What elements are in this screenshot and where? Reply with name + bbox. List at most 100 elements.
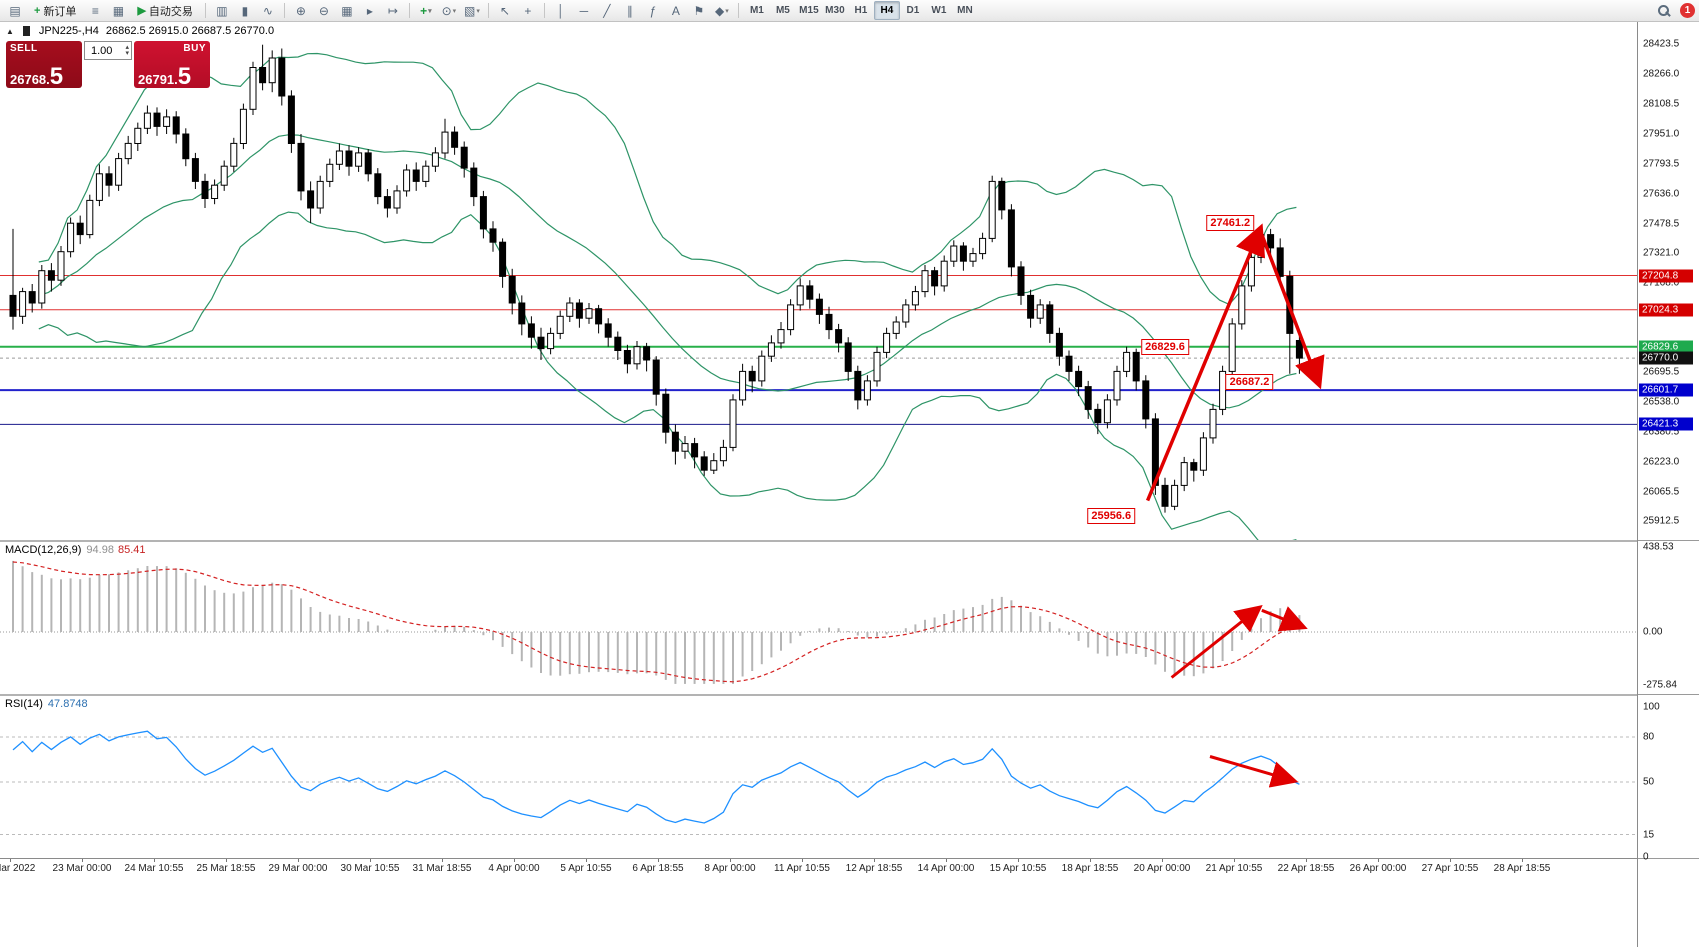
candlestick-chart-icon[interactable]: ▮ bbox=[241, 3, 249, 18]
timeframe-m30[interactable]: M30 bbox=[825, 5, 845, 16]
bar-chart-icon[interactable]: ▥ bbox=[216, 3, 228, 18]
chart-icon bbox=[20, 26, 32, 36]
chart-price-annotation[interactable]: 25956.6 bbox=[1087, 507, 1136, 524]
timeframe-h1[interactable]: H1 bbox=[854, 5, 868, 16]
label-icon[interactable]: ⚑ bbox=[693, 3, 705, 18]
templates-icon[interactable]: ▧ ▾ bbox=[463, 3, 480, 18]
time-axis[interactable]: 1 Mar 2022 23 Mar 00:00 24 Mar 10:55 25 Mar… bbox=[0, 859, 1637, 879]
volume-input[interactable]: 1.00 ▴ ▾ bbox=[84, 41, 132, 60]
macd-axis-label: 438.53 bbox=[1643, 541, 1674, 553]
tile-windows-icon[interactable]: ▦ bbox=[341, 3, 353, 18]
price-axis-label: 28266.0 bbox=[1643, 68, 1680, 80]
notification-badge[interactable]: 1 bbox=[1680, 3, 1695, 18]
time-axis-label: 24 Mar 10:55 bbox=[124, 863, 184, 874]
autotrading-button[interactable]: ▶ 自动交易 bbox=[130, 1, 199, 21]
chart-price-annotation[interactable]: 27461.2 bbox=[1206, 215, 1255, 232]
volume-down-button[interactable]: ▾ bbox=[125, 49, 129, 57]
fibonacci-icon[interactable]: ƒ bbox=[649, 3, 657, 18]
shapes-icon[interactable]: ◆ ▾ bbox=[715, 3, 729, 18]
time-axis-label: 21 Apr 10:55 bbox=[1205, 863, 1263, 874]
price-axis-marker: 27204.8 bbox=[1639, 269, 1693, 283]
time-tick bbox=[586, 859, 587, 862]
chart-price-annotation[interactable]: 26687.2 bbox=[1225, 373, 1274, 390]
chart-shift-icon[interactable]: ↦ bbox=[387, 3, 398, 18]
one-click-toggle-icon[interactable]: ▲ bbox=[6, 26, 14, 36]
candlestick-chart bbox=[0, 44, 1637, 540]
price-chart-panel[interactable]: ▲ JPN225-,H4 26862.5 26915.0 26687.5 267… bbox=[0, 22, 1637, 542]
price-axis-marker: 26421.3 bbox=[1639, 417, 1693, 431]
text-icon[interactable]: A bbox=[671, 3, 680, 18]
price-axis[interactable]: 28423.5 28266.0 28108.5 27951.0 27793.5 27636… bbox=[1637, 22, 1699, 947]
time-axis-label: 27 Apr 10:55 bbox=[1421, 863, 1479, 874]
indicators-icon[interactable]: + ▾ bbox=[420, 3, 432, 18]
time-tick bbox=[802, 859, 803, 862]
chart-window-icon[interactable]: ▤ bbox=[9, 3, 21, 18]
auto-scroll-icon[interactable]: ▸ bbox=[366, 3, 373, 18]
volume-spinner: ▴ ▾ bbox=[125, 43, 129, 57]
line-chart-icon[interactable]: ∿ bbox=[262, 3, 273, 18]
chart-price-annotation[interactable]: 26829.6 bbox=[1141, 338, 1189, 355]
rsi-axis-label: 50 bbox=[1643, 776, 1655, 788]
toolbar-separator bbox=[737, 3, 739, 18]
time-axis-label: 6 Apr 18:55 bbox=[632, 863, 684, 874]
time-tick bbox=[1522, 859, 1523, 862]
new-order-button[interactable]: + 新订单 bbox=[27, 1, 83, 21]
ohlc-values: 26862.5 26915.0 26687.5 26770.0 bbox=[105, 25, 275, 37]
time-tick bbox=[10, 859, 11, 862]
timeframe-h4[interactable]: H4 bbox=[873, 1, 900, 20]
time-axis-label: 12 Apr 18:55 bbox=[845, 863, 903, 874]
time-axis-label: 30 Mar 10:55 bbox=[340, 863, 400, 874]
rsi-axis-label: 100 bbox=[1643, 701, 1660, 713]
time-tick bbox=[1450, 859, 1451, 862]
time-axis-label: 31 Mar 18:55 bbox=[412, 863, 472, 874]
vertical-line-icon[interactable]: │ bbox=[557, 3, 565, 18]
timeframe-buttons: M1 M5 M15 M30 H1 H4 D1 W1 MN bbox=[744, 1, 978, 20]
time-tick bbox=[82, 859, 83, 862]
toolbar-separator bbox=[408, 3, 410, 18]
timeframe-mn[interactable]: MN bbox=[957, 5, 973, 16]
horizontal-line-icon[interactable]: ─ bbox=[579, 3, 589, 18]
timeframe-w1[interactable]: W1 bbox=[931, 5, 947, 16]
data-window-icon[interactable]: ▦ bbox=[112, 3, 125, 18]
market-watch-icon[interactable]: ≡ bbox=[91, 3, 99, 18]
time-tick bbox=[1378, 859, 1379, 862]
price-axis-label: 28423.5 bbox=[1643, 38, 1680, 50]
chart-symbol-ohlc: ▲ JPN225-,H4 26862.5 26915.0 26687.5 267… bbox=[6, 25, 274, 37]
time-axis-label: 15 Apr 10:55 bbox=[989, 863, 1047, 874]
channel-icon[interactable]: ∥ bbox=[626, 3, 633, 18]
timeframe-m1[interactable]: M1 bbox=[749, 5, 764, 16]
macd-panel[interactable]: MACD(12,26,9) 94.98 85.41 bbox=[0, 542, 1637, 696]
timeframe-d1[interactable]: D1 bbox=[906, 5, 920, 16]
time-tick bbox=[874, 859, 875, 862]
macd-chart bbox=[0, 560, 1637, 684]
search-icon[interactable] bbox=[1653, 1, 1675, 21]
timeframe-m15[interactable]: M15 bbox=[799, 5, 819, 16]
trendline-icon[interactable]: ╱ bbox=[603, 3, 611, 18]
price-axis-label: 27168.0 bbox=[1643, 277, 1680, 288]
axis-separator bbox=[1638, 694, 1699, 695]
time-axis-label: 26 Apr 00:00 bbox=[1349, 863, 1407, 874]
buy-button[interactable]: BUY 26791.5 bbox=[134, 41, 210, 89]
time-tick bbox=[298, 859, 299, 862]
macd-axis-label: 0.00 bbox=[1643, 626, 1663, 638]
cursor-icon[interactable]: ↖ bbox=[499, 3, 510, 18]
rsi-axis-label: 15 bbox=[1643, 829, 1655, 840]
volume-up-button[interactable]: ▴ bbox=[125, 43, 129, 51]
price-axis-label: 27478.5 bbox=[1643, 218, 1680, 230]
toolbar-separator bbox=[487, 3, 489, 18]
timeframe-m5[interactable]: M5 bbox=[775, 5, 790, 16]
time-axis-label: 29 Mar 00:00 bbox=[268, 863, 328, 874]
price-axis-label: 26223.0 bbox=[1643, 456, 1680, 468]
toolbar-separator bbox=[543, 3, 545, 18]
axis-separator bbox=[1638, 540, 1699, 541]
zoom-in-icon[interactable]: ⊕ bbox=[295, 3, 306, 18]
price-axis-label: 26695.5 bbox=[1643, 366, 1680, 378]
zoom-out-icon[interactable]: ⊖ bbox=[318, 3, 329, 18]
rsi-panel[interactable]: RSI(14) 47.8748 bbox=[0, 696, 1637, 859]
periods-icon[interactable]: ⊙ ▾ bbox=[441, 3, 457, 18]
sell-button[interactable]: SELL 26768.5 bbox=[6, 41, 82, 89]
one-click-trading-panel: SELL 26768.5 1.00 ▴ ▾ BUY 26791.5 bbox=[6, 41, 210, 89]
crosshair-icon[interactable]: + bbox=[524, 3, 532, 18]
price-axis-label: 25912.5 bbox=[1643, 515, 1680, 527]
